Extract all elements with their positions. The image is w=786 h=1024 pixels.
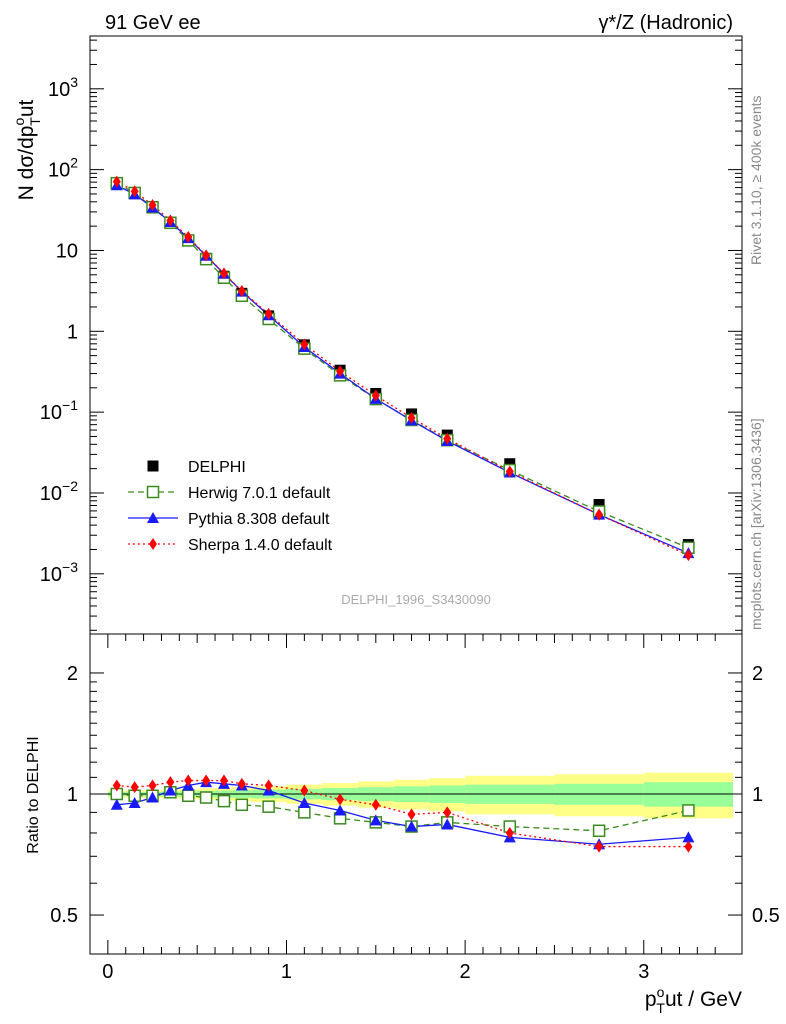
main-y-tick-label: 103 (48, 74, 78, 101)
ratio-series-line (116, 779, 689, 848)
ratio-point (334, 804, 347, 816)
ratio-point (110, 798, 123, 810)
ratio-y-tick-label-left: 2 (67, 663, 78, 685)
main-y-tick-label: 10−3 (40, 559, 78, 586)
x-axis-title: po Tut / GeV (645, 984, 742, 1016)
ratio-point (202, 774, 211, 787)
ratio-point (407, 808, 416, 821)
ratio-point (184, 774, 193, 787)
ratio-point (336, 793, 345, 806)
main-y-tick-label: 10−1 (40, 397, 78, 424)
analysis-watermark: DELPHI_1996_S3430090 (341, 592, 491, 607)
main-series-group (110, 175, 695, 562)
main-y-axis-title: N dσ/dpoTut (11, 99, 43, 200)
legend-label: DELPHI (188, 459, 246, 476)
svg-text:N dσ/dpoTut: N dσ/dpoTut (11, 99, 43, 200)
main-y-tick-label: 10 (56, 240, 78, 262)
ratio-point (443, 806, 452, 819)
ratio-point (405, 820, 418, 832)
ratio-point (199, 791, 213, 804)
ratio-point (682, 804, 695, 817)
ratio-point (441, 818, 454, 830)
ratio-point (112, 779, 121, 792)
main-y-tick-label: 10−2 (40, 478, 78, 505)
ratio-point (237, 777, 246, 790)
ratio-y-tick-label-right: 1 (752, 784, 763, 806)
mc-point (148, 199, 157, 212)
legend-label: Pythia 8.308 default (188, 511, 330, 528)
left-title: 91 GeV ee (105, 12, 201, 34)
ratio-point (371, 798, 380, 811)
legend-marker (147, 512, 159, 523)
mc-point (130, 185, 139, 198)
mc-point (371, 389, 380, 402)
x-tick-label: 2 (460, 961, 471, 983)
ratio-point (166, 776, 175, 789)
ratio-point (262, 800, 275, 813)
main-y-tick-label: 1 (67, 321, 78, 343)
ratio-point (164, 784, 177, 796)
mc-point (407, 411, 416, 424)
ratio-point (298, 796, 311, 808)
legend: DELPHI Herwig 7.0.1 default Pythia 8.308 d… (128, 459, 333, 554)
mcplots-label: mcplots.cern.ch [arXiv:1306.3436] (748, 418, 764, 630)
mc-point (202, 249, 211, 262)
ratio-point (217, 794, 231, 808)
ratio-point (505, 826, 514, 839)
ratio-tick-labels: 2 2 1 1 0.5 0.5 0 1 2 3 (50, 663, 780, 983)
ratio-point (684, 840, 693, 853)
main-y-tick-label: 102 (48, 155, 78, 182)
data-point (593, 499, 605, 511)
svg-text:poTut / GeV: po Tut / GeV (645, 984, 742, 1016)
main-axis-ticks (90, 39, 742, 631)
mc-point (684, 549, 693, 562)
ratio-point (181, 789, 195, 803)
ratio-point (369, 814, 382, 826)
ratio-point (592, 824, 606, 838)
mc-point (336, 365, 345, 378)
ratio-point (219, 774, 228, 787)
ratio-point (128, 796, 141, 808)
ratio-point (148, 779, 157, 792)
mc-point (300, 338, 309, 351)
mc-point (219, 267, 228, 280)
ratio-point (235, 798, 249, 812)
mc-point (166, 214, 175, 227)
right-title: γ*/Z (Hadronic) (599, 12, 733, 34)
mc-point (505, 465, 514, 478)
legend-label: Sherpa 1.4.0 default (188, 537, 333, 554)
ratio-y-axis-title: Ratio to DELPHI (25, 736, 42, 853)
legend-marker (147, 460, 159, 472)
ratio-point (264, 779, 273, 792)
mc-point (443, 432, 452, 445)
ratio-point (682, 831, 695, 843)
legend-marker (146, 485, 160, 499)
ratio-y-tick-label-right: 0.5 (752, 905, 780, 927)
x-tick-label: 0 (102, 961, 113, 983)
x-tick-label: 3 (638, 961, 649, 983)
ratio-y-tick-label-left: 1 (67, 784, 78, 806)
ratio-y-tick-label-left: 0.5 (50, 905, 78, 927)
legend-label: Herwig 7.0.1 default (188, 485, 331, 502)
ratio-series-group (110, 774, 695, 853)
mc-point (264, 307, 273, 320)
legend-marker (149, 538, 157, 550)
ratio-point (595, 840, 604, 853)
mc-point (112, 175, 121, 188)
mc-point (595, 508, 604, 521)
ratio-point (130, 781, 139, 794)
ratio-point (298, 806, 311, 819)
ratio-y-tick-label-right: 2 (752, 663, 763, 685)
ratio-axis-ticks (90, 634, 742, 954)
mc-point (237, 285, 246, 298)
data-point (504, 458, 516, 470)
mc-point (184, 230, 193, 243)
x-tick-label: 1 (281, 961, 292, 983)
ratio-point (300, 784, 309, 797)
ratio-point (146, 791, 159, 803)
rivet-label: Rivet 3.1.10, ≥ 400k events (748, 95, 764, 265)
